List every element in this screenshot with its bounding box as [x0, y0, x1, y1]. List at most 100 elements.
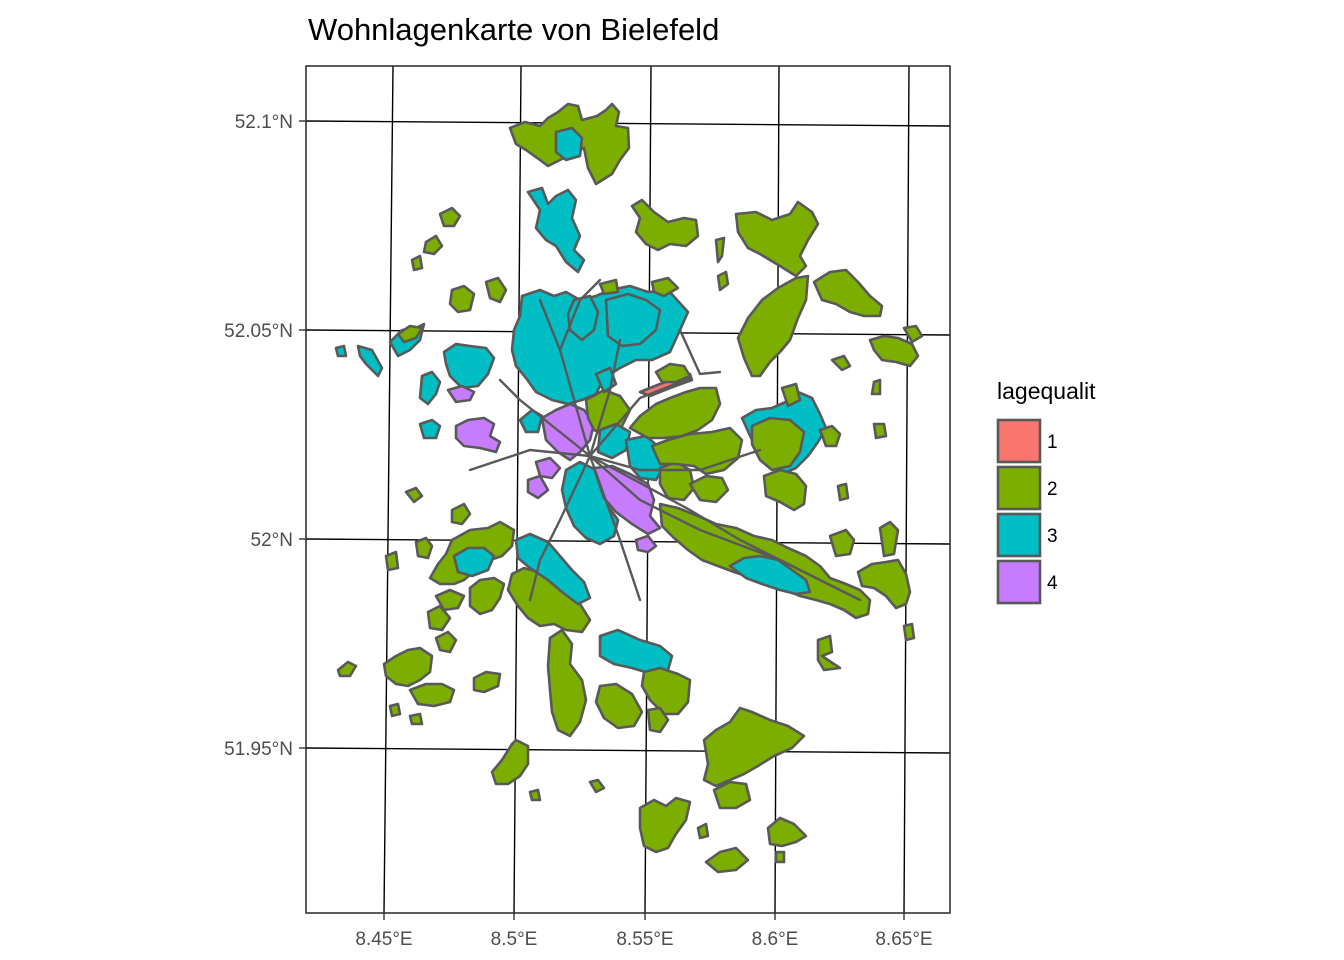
area-polygon [702, 706, 806, 788]
area-polygon [408, 682, 456, 708]
meridian-8-5 [513, 65, 522, 914]
area-polygon [454, 416, 502, 454]
y-tick-label: 52°N [251, 530, 293, 551]
road-line [588, 338, 622, 458]
legend-label: 4 [1047, 573, 1058, 594]
residential-polygons [334, 102, 924, 874]
area-polygon [604, 292, 662, 348]
x-axis: 8.45°E 8.5°E 8.55°E 8.6°E 8.65°E [355, 913, 933, 950]
area-polygon [594, 682, 644, 730]
area-polygon [828, 528, 856, 558]
area-polygon [408, 712, 424, 726]
legend-swatch [996, 512, 1042, 558]
legend-item: 1 [996, 418, 1058, 464]
legend-item: 3 [996, 512, 1058, 558]
road-line [528, 454, 592, 602]
area-polygon [382, 646, 434, 688]
area-polygon [902, 324, 924, 344]
area-polygon [774, 850, 786, 864]
area-polygon [598, 278, 620, 296]
area-polygon [712, 780, 752, 810]
area-polygon [336, 660, 358, 678]
area-polygon [540, 402, 596, 462]
area-polygon [650, 276, 680, 298]
area-polygon [410, 254, 424, 272]
area-polygon [592, 464, 662, 536]
area-polygon [490, 738, 530, 786]
road-lines [468, 278, 862, 602]
y-axis: 52.1°N 52.05°N 52°N 51.95°N [224, 112, 306, 760]
area-polygon [526, 186, 586, 274]
area-polygon [878, 520, 900, 558]
area-polygon [404, 486, 424, 504]
area-polygon [356, 344, 384, 378]
area-polygon [534, 456, 562, 480]
y-tick-label: 52.05°N [224, 321, 293, 342]
area-polygon [438, 206, 462, 228]
area-polygon [426, 604, 452, 632]
area-polygon [872, 422, 888, 440]
meridian-8-45 [383, 65, 394, 914]
area-polygon [780, 382, 802, 408]
area-polygon [334, 344, 348, 358]
road-line [588, 376, 692, 458]
area-polygon [714, 236, 726, 264]
y-tick-label: 51.95°N [224, 739, 293, 760]
y-tick-label: 52.1°N [235, 112, 293, 133]
area-polygon [452, 546, 496, 578]
area-polygon [396, 324, 424, 344]
map-title: Wohnlagenkarte von Bielefeld [308, 12, 719, 47]
area-polygon [658, 460, 696, 502]
road-line [588, 448, 762, 472]
area-polygon [736, 274, 810, 378]
road-line [678, 328, 722, 376]
area-polygon [526, 474, 550, 500]
area-polygon [716, 270, 730, 292]
area-polygon [902, 622, 916, 642]
meridian-8-65 [903, 65, 910, 914]
legend: lagequalit 1 2 3 4 [996, 378, 1096, 605]
area-polygon [422, 234, 444, 256]
area-polygon [448, 284, 476, 314]
legend-item: 2 [996, 465, 1058, 511]
legend-swatch [996, 559, 1042, 605]
area-polygon [812, 268, 884, 318]
legend-label: 3 [1047, 526, 1058, 547]
area-polygon [640, 666, 692, 716]
area-polygon [546, 628, 588, 738]
map-panel [305, 65, 951, 914]
area-polygon [566, 294, 600, 342]
area-polygon [518, 408, 544, 434]
area-polygon [446, 384, 476, 404]
area-polygon [414, 536, 434, 560]
parallel-51-95 [305, 747, 951, 754]
area-polygon [418, 418, 442, 440]
area-polygon [588, 778, 606, 794]
area-polygon [830, 354, 852, 372]
area-polygon [484, 276, 508, 304]
area-polygon [628, 386, 722, 440]
legend-label: 2 [1047, 479, 1058, 500]
x-tick-label: 8.65°E [875, 929, 932, 950]
area-polygon [634, 534, 658, 554]
area-polygon [472, 670, 502, 694]
area-polygon [388, 702, 402, 718]
parallel-52-1 [305, 120, 951, 127]
area-polygon [836, 482, 850, 502]
area-polygon [868, 334, 920, 368]
road-line [588, 454, 822, 582]
area-polygon [638, 796, 692, 854]
area-polygon [434, 630, 458, 654]
road-line [468, 448, 592, 472]
area-polygon [468, 576, 506, 616]
area-polygon [450, 502, 472, 526]
area-polygon [630, 198, 700, 252]
area-polygon [418, 370, 442, 406]
panel-border [305, 65, 951, 914]
legend-swatch [996, 465, 1042, 511]
x-tick-label: 8.45°E [355, 929, 412, 950]
area-polygon [856, 558, 912, 610]
area-polygon [762, 468, 808, 512]
area-polygon [766, 816, 808, 848]
